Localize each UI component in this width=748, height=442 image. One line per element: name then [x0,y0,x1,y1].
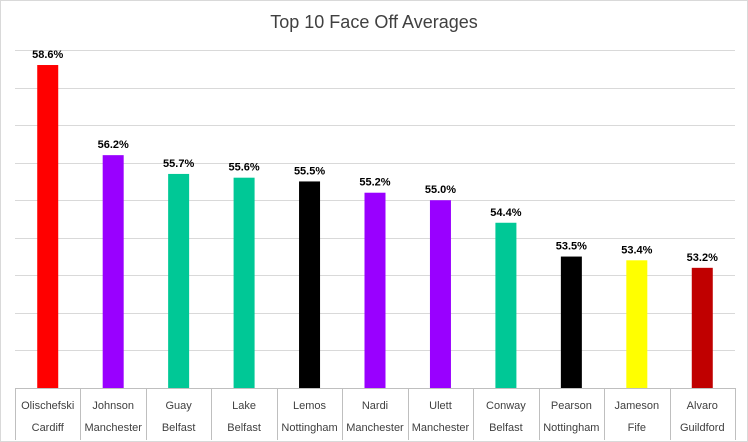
bar [560,256,582,388]
bar [168,173,190,388]
tick-label-team: Belfast [227,422,261,434]
data-label: 54.4% [490,207,521,219]
bar [299,181,321,388]
tick-label-team: Fife [628,422,646,434]
tick-label-team: Belfast [489,422,523,434]
data-label: 56.2% [98,139,129,151]
data-label: 58.6% [32,49,63,61]
tick-label-player: Pearson [551,400,592,412]
tick-label-team: Nottingham [543,422,599,434]
bar [37,65,59,389]
bar [102,155,124,388]
tick-label-team: Nottingham [281,422,337,434]
data-label: 53.5% [556,241,587,253]
tick-label-player: Nardi [362,400,388,412]
data-label: 55.0% [425,184,456,196]
bars [37,65,713,389]
tick-label-team: Manchester [346,422,404,434]
data-label: 55.6% [228,162,259,174]
chart-title: Top 10 Face Off Averages [270,12,478,32]
tick-label-team: Belfast [162,422,196,434]
data-labels: 58.6% 56.2% 55.7% 55.6% 55.5% 55.2% 55.0% 54.4%… [32,49,718,264]
bar [626,260,648,388]
bar [691,267,713,388]
bar [364,192,386,388]
tick-label-team: Cardiff [32,422,65,434]
tick-label-team: Manchester [84,422,142,434]
tick-label-player: Lake [232,400,256,412]
bar [233,177,255,388]
data-label: 53.4% [621,244,652,256]
tick-label-player: Ulett [429,400,452,412]
tick-label-player: Olischefski [21,400,74,412]
x-axis: Olischefski Cardiff Johnson Manchester Guay B… [15,388,736,440]
bar [429,200,451,388]
tick-label-player: Alvaro [687,400,718,412]
data-label: 55.2% [359,177,390,189]
bar [495,222,517,388]
tick-label-team: Guildford [680,422,725,434]
tick-label-player: Johnson [92,400,134,412]
data-label: 53.2% [687,252,718,264]
tick-label-team: Manchester [412,422,470,434]
tick-label-player: Conway [486,400,526,412]
tick-label-player: Guay [165,400,192,412]
data-label: 55.7% [163,158,194,170]
tick-label-player: Lemos [293,400,327,412]
data-label: 55.5% [294,165,325,177]
tick-label-player: Jameson [614,400,659,412]
